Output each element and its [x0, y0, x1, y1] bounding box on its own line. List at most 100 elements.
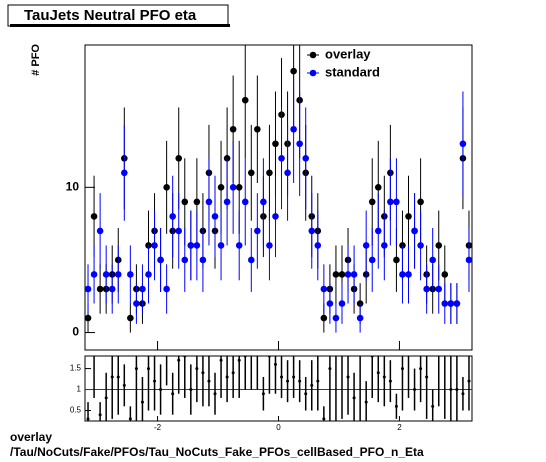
marker: [247, 256, 255, 264]
marker: [411, 227, 418, 235]
marker: [374, 184, 382, 191]
ratio-marker: [201, 371, 205, 375]
ratio-marker: [207, 379, 211, 383]
marker: [332, 314, 340, 322]
x-tick-label: 0: [276, 423, 281, 432]
ratio-marker: [140, 400, 144, 404]
marker: [405, 213, 412, 220]
marker: [459, 140, 467, 148]
marker: [90, 213, 98, 220]
y-axis-label: # PFO: [30, 44, 42, 76]
marker: [254, 125, 261, 133]
ratio-marker: [219, 358, 223, 362]
marker: [417, 242, 424, 249]
marker: [381, 242, 388, 249]
ratio-marker: [461, 392, 465, 396]
ratio-marker: [310, 383, 314, 387]
ratio-area: [85, 346, 472, 421]
ratio-marker: [376, 371, 380, 375]
marker: [145, 271, 152, 278]
marker: [181, 198, 189, 206]
ratio-y-tick-label: 0.5: [70, 406, 82, 415]
marker: [127, 271, 134, 278]
marker: [205, 198, 213, 206]
marker: [266, 242, 273, 249]
marker: [272, 213, 279, 220]
marker: [465, 256, 472, 264]
marker: [417, 198, 424, 206]
marker: [114, 271, 122, 278]
ratio-marker: [443, 346, 446, 349]
title-shadow: [10, 24, 230, 27]
x-tick-label: 2: [397, 423, 402, 432]
marker: [96, 227, 104, 235]
ratio-y-tick-label: 1: [77, 385, 82, 394]
ratio-marker: [425, 375, 429, 379]
footer-line: overlay: [10, 430, 52, 444]
plot-area: [85, 45, 472, 333]
legend-marker: [309, 69, 317, 77]
ratio-marker: [382, 375, 386, 379]
marker: [175, 227, 183, 235]
marker: [278, 154, 285, 162]
ratio-marker: [280, 375, 284, 379]
ratio-marker: [449, 388, 453, 392]
ratio-marker: [110, 375, 114, 379]
ratio-marker: [93, 346, 96, 349]
ratio-marker: [261, 392, 265, 396]
marker: [217, 184, 225, 191]
marker: [169, 213, 176, 220]
marker: [241, 198, 249, 206]
ratio-marker: [267, 356, 271, 358]
ratio-marker: [286, 379, 290, 383]
marker: [368, 256, 376, 264]
ratio-marker: [153, 379, 157, 383]
ratio-marker: [346, 375, 350, 379]
ratio-marker: [86, 417, 90, 421]
marker: [217, 242, 225, 249]
marker: [290, 125, 297, 133]
marker: [247, 169, 255, 177]
marker: [133, 300, 140, 307]
marker: [344, 271, 352, 278]
marker: [175, 154, 183, 162]
ratio-marker: [98, 413, 102, 417]
marker: [163, 184, 170, 191]
legend-marker: [309, 51, 317, 59]
ratio-marker: [431, 404, 435, 408]
marker: [338, 271, 346, 278]
ratio-marker: [364, 400, 368, 404]
marker: [108, 285, 116, 293]
ratio-marker: [104, 396, 108, 400]
marker: [151, 242, 158, 249]
marker: [96, 285, 104, 293]
ratio-marker: [116, 375, 120, 379]
ratio-marker: [122, 383, 126, 387]
ratio-marker: [388, 379, 392, 383]
ratio-marker: [455, 388, 459, 392]
ratio-marker: [359, 346, 362, 349]
marker: [374, 227, 382, 235]
ratio-marker: [256, 346, 259, 349]
marker: [320, 314, 328, 322]
marker: [435, 242, 443, 249]
marker: [85, 314, 92, 322]
marker: [235, 184, 243, 191]
marker: [102, 271, 110, 278]
marker: [308, 227, 316, 235]
marker: [423, 285, 430, 293]
marker: [199, 256, 207, 264]
ratio-marker: [159, 388, 163, 392]
marker: [90, 271, 98, 278]
marker: [326, 300, 334, 307]
marker: [435, 285, 443, 293]
marker: [157, 256, 164, 264]
ratio-marker: [243, 356, 247, 358]
footer-line: /Tau/NoCuts/Fake/PFOs/Tau_NoCuts_Fake_PF…: [10, 445, 424, 459]
marker: [302, 154, 310, 162]
marker: [127, 314, 134, 322]
y-tick-label: 10: [66, 180, 80, 194]
ratio-marker: [225, 375, 229, 379]
marker: [254, 227, 261, 235]
marker: [332, 271, 340, 278]
